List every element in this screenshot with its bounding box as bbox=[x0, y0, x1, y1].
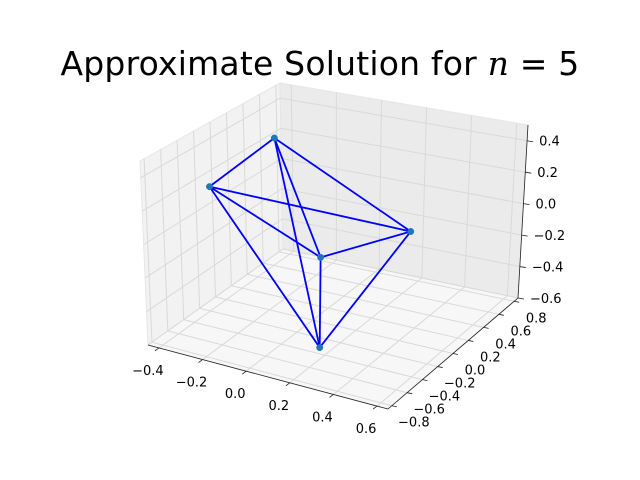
z-gridline-right bbox=[280, 127, 526, 173]
polyhedron-points bbox=[206, 134, 415, 352]
z-tick-mark bbox=[525, 171, 532, 174]
y-tick-mark bbox=[498, 313, 504, 316]
y-tick-mark bbox=[483, 326, 489, 329]
z-tick-label: −0.6 bbox=[530, 292, 562, 307]
x-tick-mark bbox=[285, 382, 291, 387]
y-tick-label: −0.4 bbox=[429, 390, 461, 405]
y-gridline-wall bbox=[160, 149, 169, 331]
y-tick-mark bbox=[437, 366, 443, 368]
x-axis-ticks: −0.4 −0.2 0.0 0.2 0.4 0.6 bbox=[132, 347, 378, 437]
y-tick-label: 0.6 bbox=[511, 324, 532, 339]
y-tick-mark bbox=[407, 392, 413, 395]
y-tick-label: 0.8 bbox=[526, 311, 547, 326]
x-tick-label: −0.4 bbox=[132, 364, 164, 379]
x-tick-mark bbox=[198, 359, 203, 363]
z-tick-label: 0.0 bbox=[535, 198, 556, 213]
y-tick-label: 0.2 bbox=[480, 350, 501, 365]
edge-P2-P4 bbox=[208, 185, 321, 349]
z-tick-label: −0.2 bbox=[534, 229, 566, 244]
y-tick-mark bbox=[391, 405, 397, 408]
x-tick-mark bbox=[241, 370, 247, 375]
y-gridline-wall bbox=[176, 140, 185, 320]
y-gridline-floor bbox=[231, 285, 469, 341]
y-gridline-floor bbox=[247, 273, 484, 328]
y-gridline-floor bbox=[151, 341, 392, 407]
chart-title-math-var: n bbox=[487, 44, 510, 83]
z-tick-mark bbox=[521, 234, 528, 237]
z-gridline-left bbox=[143, 158, 282, 246]
edge-P2-P3 bbox=[208, 185, 412, 233]
z-tick-label: 0.2 bbox=[537, 166, 558, 181]
x-gridline-wall bbox=[421, 107, 428, 278]
z-tick-mark bbox=[517, 297, 525, 300]
y-gridline-wall bbox=[209, 121, 216, 298]
y-gridline-floor bbox=[167, 330, 408, 394]
z-gridline-left bbox=[144, 188, 283, 279]
chart-title-math-eq: = 5 bbox=[509, 44, 580, 83]
z-gridline-left bbox=[141, 127, 282, 212]
z-gridline-right bbox=[281, 188, 522, 236]
y-gridline-wall bbox=[275, 85, 280, 252]
polyhedron-edges bbox=[208, 137, 412, 349]
z-axis-ticks: −0.6 −0.4 −0.2 0.0 0.2 0.4 bbox=[517, 135, 566, 307]
y-gridline-floor bbox=[278, 251, 515, 302]
edge-P1-P2 bbox=[208, 137, 276, 188]
x-axis-line bbox=[147, 344, 389, 410]
y-gridline-wall bbox=[242, 103, 248, 275]
y-tick-mark bbox=[422, 379, 428, 382]
x-gridline-wall bbox=[506, 123, 518, 296]
edge-P3-P4 bbox=[318, 230, 412, 349]
z-tick-mark bbox=[527, 140, 534, 143]
y-tick-mark bbox=[452, 353, 459, 355]
z-gridline-right bbox=[280, 97, 528, 142]
data-point-P2 bbox=[206, 183, 213, 191]
data-point-P3 bbox=[407, 228, 415, 235]
y-gridline-wall bbox=[193, 131, 201, 309]
y-tick-label: 0.4 bbox=[495, 337, 516, 352]
y-tick-label: 0.0 bbox=[465, 364, 486, 379]
chart-title-prefix: Approximate Solution for bbox=[60, 44, 488, 83]
z-tick-label: −0.4 bbox=[532, 261, 564, 276]
x-tick-mark bbox=[329, 394, 334, 398]
z-tick-mark bbox=[523, 203, 530, 206]
y-tick-mark bbox=[514, 300, 520, 303]
x-tick-mark bbox=[154, 347, 160, 352]
edge-P4-P5 bbox=[318, 256, 322, 349]
x-tick-label: 0.6 bbox=[356, 422, 377, 437]
y-gridline-floor bbox=[215, 296, 454, 354]
z-gridline-left bbox=[140, 97, 281, 179]
chart-title: Approximate Solution for n = 5 bbox=[0, 44, 640, 83]
x-tick-mark bbox=[372, 405, 378, 410]
z-axis-line bbox=[517, 124, 529, 299]
edge-P1-P3 bbox=[273, 137, 412, 233]
x-tick-label: −0.2 bbox=[176, 376, 208, 391]
data-point-P5 bbox=[317, 253, 325, 261]
z-gridline-right bbox=[281, 157, 524, 205]
data-point-P1 bbox=[270, 134, 278, 142]
y-tick-label: −0.2 bbox=[444, 377, 476, 392]
x-tick-label: 0.2 bbox=[268, 399, 289, 414]
z-gridline-left bbox=[147, 248, 284, 346]
z-tick-mark bbox=[519, 266, 526, 268]
y-tick-mark bbox=[468, 340, 474, 342]
x-gridline-wall bbox=[464, 115, 473, 287]
edge-P2-P5 bbox=[208, 185, 322, 259]
x-tick-label: 0.4 bbox=[312, 410, 333, 425]
edge-P3-P5 bbox=[319, 230, 412, 259]
y-gridline-wall bbox=[143, 158, 153, 343]
data-point-P4 bbox=[316, 344, 324, 352]
x-tick-label: 0.0 bbox=[225, 387, 246, 402]
y-axis-ticks: −0.8−0.6−0.4−0.20.00.20.40.60.8 bbox=[391, 300, 547, 431]
y-gridline-floor bbox=[183, 319, 423, 381]
y-tick-label: −0.6 bbox=[413, 403, 445, 418]
edge-P1-P5 bbox=[273, 137, 322, 259]
y-gridline-floor bbox=[199, 307, 438, 368]
y-gridline-wall bbox=[258, 94, 264, 264]
y-tick-label: −0.8 bbox=[398, 416, 430, 431]
z-tick-label: 0.4 bbox=[539, 135, 560, 150]
z-gridline-left bbox=[146, 218, 283, 312]
